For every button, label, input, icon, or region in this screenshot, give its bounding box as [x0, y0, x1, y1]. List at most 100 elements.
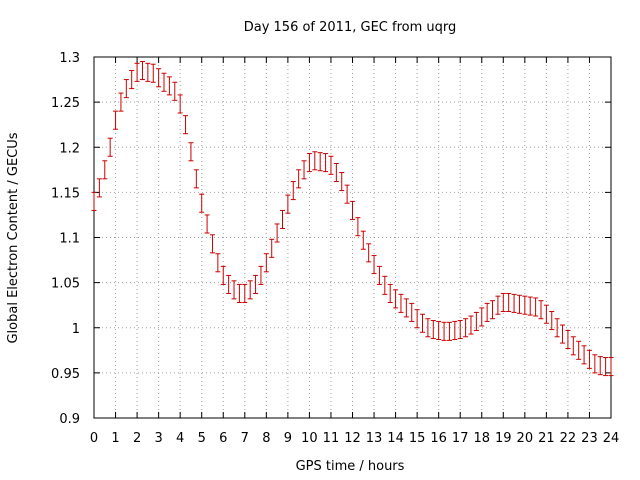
x-tick-labels: 0 1 2 3 4 5 6 7 8 9 10 11 12 13 14 15 16 17 18 19 20 21 22 23 24	[90, 431, 619, 446]
data-point	[156, 68, 162, 88]
data-point	[183, 115, 189, 135]
data-point	[403, 298, 409, 318]
data-point	[420, 313, 426, 333]
data-point	[193, 169, 199, 189]
data-point	[511, 293, 517, 313]
data-point	[172, 81, 178, 101]
data-point	[333, 162, 339, 183]
y-tick-label: 1.15	[51, 186, 80, 201]
data-point	[441, 321, 447, 341]
chart-title: Day 156 of 2011, GEC from uqrg	[244, 20, 457, 35]
x-tick-label: 12	[344, 431, 361, 446]
grid-lines	[94, 57, 611, 418]
data-point	[576, 340, 582, 360]
data-point	[134, 62, 140, 82]
data-point	[177, 94, 183, 114]
data-point	[123, 79, 129, 99]
data-point	[107, 137, 113, 157]
x-tick-label: 1	[111, 431, 119, 446]
x-tick-label: 16	[430, 431, 447, 446]
data-point	[279, 209, 285, 229]
data-point	[533, 297, 539, 317]
data-point	[527, 296, 533, 316]
data-point	[500, 292, 506, 313]
data-point	[565, 329, 571, 350]
data-point	[129, 70, 135, 90]
data-point	[538, 300, 544, 320]
data-point	[425, 318, 431, 338]
data-point	[398, 293, 404, 313]
y-tick-label: 1.2	[59, 141, 80, 156]
axis-ticks	[93, 56, 612, 419]
data-point	[113, 110, 119, 130]
data-point	[242, 283, 248, 303]
x-tick-label: 24	[603, 431, 620, 446]
x-tick-label: 2	[133, 431, 141, 446]
data-point	[586, 349, 592, 369]
x-tick-label: 11	[323, 431, 340, 446]
data-point	[145, 62, 151, 82]
data-point	[468, 315, 474, 335]
data-point	[608, 357, 614, 377]
x-tick-label: 17	[452, 431, 469, 446]
data-point	[323, 153, 329, 173]
data-point	[290, 181, 296, 201]
x-tick-label: 7	[241, 431, 249, 446]
x-tick-label: 21	[538, 431, 555, 446]
x-tick-label: 23	[581, 431, 598, 446]
data-point	[220, 265, 226, 285]
data-point	[231, 280, 237, 300]
data-point	[495, 295, 501, 315]
x-tick-label: 0	[90, 431, 98, 446]
data-point	[382, 275, 388, 295]
data-point	[554, 318, 560, 338]
data-point	[597, 356, 603, 376]
data-point	[263, 253, 269, 273]
data-point	[355, 217, 361, 237]
data-point	[506, 292, 512, 313]
data-point	[247, 280, 253, 300]
x-tick-label: 22	[560, 431, 577, 446]
data-point	[387, 283, 393, 303]
y-tick-label: 0.95	[51, 367, 80, 382]
x-tick-label: 8	[262, 431, 270, 446]
data-point	[209, 234, 215, 254]
data-point	[91, 191, 97, 211]
y-tick-label: 1.1	[59, 232, 80, 247]
data-point	[161, 72, 167, 92]
data-point	[436, 320, 442, 340]
y-tick-label: 1.05	[51, 277, 80, 292]
data-point	[339, 172, 345, 192]
data-point	[457, 320, 463, 340]
data-point	[560, 324, 566, 344]
data-point	[446, 321, 452, 341]
y-tick-label: 1.25	[51, 96, 80, 111]
y-tick-labels: 0.9 0.95 1 1.05 1.1 1.15 1.2 1.25 1.3	[51, 51, 80, 427]
data-point	[463, 318, 469, 338]
data-point	[360, 230, 366, 250]
data-point	[118, 92, 124, 112]
y-tick-label: 0.9	[59, 412, 80, 427]
data-point	[215, 253, 221, 273]
data-point	[473, 311, 479, 331]
data-point	[312, 151, 318, 171]
x-tick-label: 20	[517, 431, 534, 446]
x-tick-label: 18	[473, 431, 490, 446]
data-point	[226, 274, 232, 294]
data-point	[236, 283, 242, 303]
data-point	[150, 63, 156, 83]
y-axis-label: Global Electron Content / GECUs	[6, 132, 21, 343]
data-point	[516, 294, 522, 314]
data-point	[581, 345, 587, 365]
data-point	[522, 295, 528, 315]
data-points	[91, 61, 614, 377]
data-point	[296, 169, 302, 189]
x-tick-label: 10	[301, 431, 318, 446]
data-point	[414, 309, 420, 329]
x-tick-label: 9	[284, 431, 292, 446]
data-point	[344, 184, 350, 204]
x-tick-label: 13	[366, 431, 383, 446]
data-point	[317, 152, 323, 172]
data-point	[543, 304, 549, 324]
